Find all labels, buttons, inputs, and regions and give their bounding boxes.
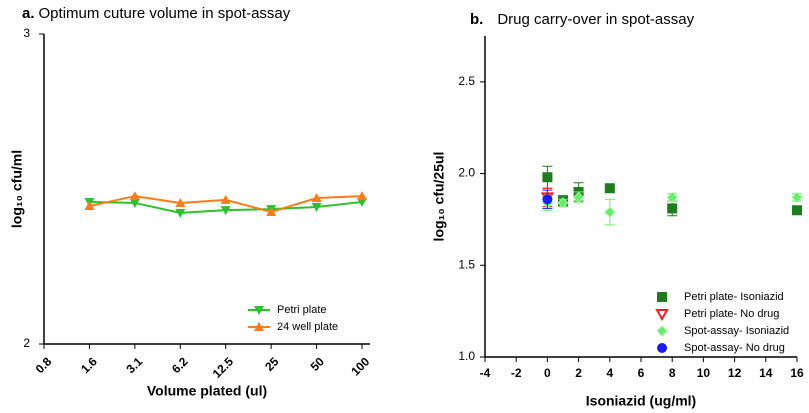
x-tick-label: 16 (790, 366, 804, 380)
legend-label: Petri plate- Isoniazid (684, 291, 784, 303)
marker (129, 191, 140, 201)
x-tick-label: -4 (480, 366, 491, 380)
marker (572, 191, 585, 204)
marker (557, 197, 569, 209)
marker (357, 198, 367, 208)
x-tick-label: 50 (308, 354, 328, 374)
x-tick-label: 1.6 (78, 354, 100, 376)
x-tick-label: -2 (511, 366, 522, 380)
marker (792, 205, 802, 216)
panel-label: a. (22, 5, 35, 22)
marker (656, 325, 668, 337)
title-text: Drug carry-over in spot-assay (497, 11, 694, 28)
marker (666, 191, 678, 204)
marker (655, 309, 669, 322)
marker (84, 201, 95, 211)
marker (791, 191, 803, 204)
y-axis-label: log₁₀ cfu/ml (9, 150, 25, 228)
x-tick-label: 2 (575, 366, 582, 380)
x-tick-label: 8 (669, 366, 676, 380)
chart-title: b. Drug carry-over in spot-assay (470, 11, 695, 28)
y-tick-label: 2.5 (458, 74, 475, 88)
marker (254, 322, 264, 331)
title-text: Optimum cuture volume in spot-assay (39, 5, 291, 22)
legend-label: Petri plate- No drug (684, 308, 779, 320)
marker (129, 198, 140, 208)
legend-label: 24 well plate (277, 321, 338, 333)
legend-label: Petri plate (277, 304, 327, 316)
x-tick-label: 25 (262, 354, 282, 374)
marker (604, 206, 616, 218)
marker (220, 206, 231, 216)
marker (175, 197, 186, 207)
x-tick-label: 0.8 (33, 354, 55, 376)
y-tick-label: 1.5 (458, 257, 475, 271)
marker (175, 208, 186, 218)
marker (657, 292, 667, 302)
marker (357, 191, 367, 201)
y-axis-label: log₁₀ cfu/25ul (431, 152, 447, 242)
panel-label: b. (470, 11, 483, 28)
x-tick-label: 4 (606, 366, 613, 380)
marker (542, 172, 553, 183)
y-tick-label: 2 (23, 336, 30, 350)
legend-label: Spot-assay- Isoniazid (684, 325, 789, 337)
marker (667, 203, 678, 214)
marker (542, 194, 553, 205)
y-tick-label: 1.0 (458, 349, 475, 363)
marker (311, 192, 322, 202)
x-tick-label: 100 (348, 354, 372, 378)
x-axis-label: Isoniazid (ug/ml) (586, 393, 696, 409)
y-tick-label: 3 (23, 26, 30, 40)
x-tick-label: 3.1 (124, 354, 146, 376)
x-tick-label: 6.2 (169, 354, 191, 376)
x-tick-label: 12 (728, 366, 742, 380)
chart-title: a. Optimum cuture volume in spot-assay (22, 5, 291, 22)
x-tick-label: 0 (544, 366, 551, 380)
marker (266, 206, 277, 216)
x-tick-label: 6 (638, 366, 645, 380)
marker (604, 183, 615, 194)
x-tick-label: 14 (759, 366, 773, 380)
marker (220, 194, 231, 204)
legend-label: Spot-assay- No drug (684, 342, 785, 354)
marker (254, 306, 264, 315)
x-tick-label: 12.5 (210, 354, 237, 381)
marker (657, 343, 667, 353)
x-axis-label: Volume plated (ul) (147, 383, 267, 399)
x-tick-label: 10 (697, 366, 711, 380)
y-tick-label: 2.0 (458, 166, 475, 180)
marker (311, 202, 322, 212)
